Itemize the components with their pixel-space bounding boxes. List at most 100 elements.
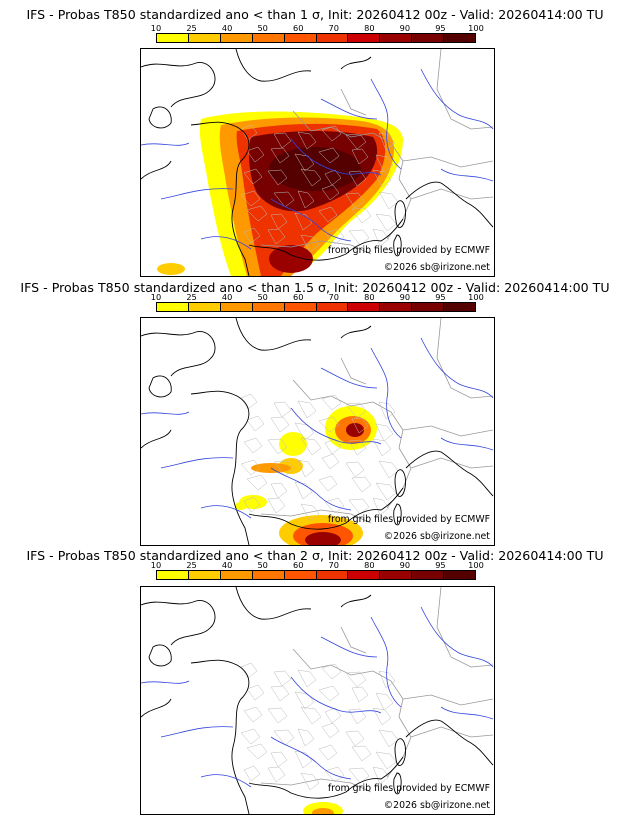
admin-boundary xyxy=(375,751,397,770)
admin-boundary xyxy=(300,503,320,522)
map-drawing xyxy=(141,49,494,276)
admin-boundary xyxy=(297,728,315,747)
colorbar-swatch xyxy=(252,571,285,579)
colorbar-swatch xyxy=(380,34,413,42)
admin-boundary xyxy=(351,148,369,165)
colorbar-swatch xyxy=(348,303,381,311)
admin-boundary xyxy=(294,422,315,441)
colorbar-swatch xyxy=(157,571,189,579)
admin-boundary xyxy=(321,184,340,201)
admin-boundary xyxy=(297,190,315,209)
admin-boundary xyxy=(240,393,258,410)
colorbar-label: 10 xyxy=(150,560,162,570)
border-line xyxy=(292,110,404,180)
ecmwf-credit: from grib files provided by ECMWF xyxy=(327,783,490,794)
colorbar-swatch xyxy=(380,303,413,311)
river-line xyxy=(370,78,402,170)
admin-boundary xyxy=(297,669,317,688)
admin-boundary xyxy=(318,475,338,492)
colorbar-label: 25 xyxy=(186,560,197,570)
admin-boundary xyxy=(321,453,340,470)
coastline xyxy=(235,318,312,351)
admin-boundary xyxy=(240,728,261,745)
admin-boundary xyxy=(351,686,369,703)
admin-boundary xyxy=(243,706,263,723)
border-line xyxy=(436,49,494,130)
river-line xyxy=(290,676,382,714)
colorbar-label: 50 xyxy=(257,23,268,33)
river-line xyxy=(290,407,382,445)
border-line xyxy=(260,509,372,524)
coastline xyxy=(141,429,172,449)
admin-boundary xyxy=(270,482,288,499)
admin-boundary xyxy=(243,496,261,513)
colorbar-swatch xyxy=(284,571,317,579)
probability-area xyxy=(321,251,353,267)
border-line xyxy=(402,156,494,168)
admin-boundary xyxy=(243,437,263,454)
island-outline xyxy=(393,503,402,526)
admin-boundary xyxy=(351,476,372,493)
colorbar-labels: 10 25 40 50 60 70 80 90 95 100 xyxy=(151,23,484,33)
admin-boundary xyxy=(273,191,295,208)
probability-area xyxy=(269,245,313,273)
border-line xyxy=(436,318,494,399)
colorbar-swatch xyxy=(220,303,253,311)
river-line xyxy=(200,774,252,788)
admin-boundary xyxy=(267,766,286,783)
border-line xyxy=(410,188,494,200)
admin-boundary xyxy=(294,481,313,500)
admin-boundary xyxy=(270,213,288,230)
admin-boundary xyxy=(267,438,288,455)
admin-boundary xyxy=(348,439,367,456)
colorbar-swatch xyxy=(220,34,253,42)
colorbar-swatch xyxy=(412,303,445,311)
admin-boundary xyxy=(324,169,342,186)
border-line xyxy=(386,447,412,509)
probability-area xyxy=(235,502,247,510)
admin-boundary xyxy=(324,766,345,783)
coastline xyxy=(190,390,250,545)
panel3-colorbar: 10 25 40 50 60 70 80 90 95 100 xyxy=(151,560,484,581)
admin-boundary xyxy=(345,192,365,209)
admin-boundary xyxy=(270,147,290,164)
border-line xyxy=(402,425,494,437)
colorbar-label: 50 xyxy=(257,560,268,570)
admin-boundary xyxy=(375,423,394,442)
coastline xyxy=(141,600,216,646)
island-outline xyxy=(393,772,402,795)
coastline xyxy=(141,331,216,377)
admin-boundary xyxy=(240,662,258,679)
probability-area xyxy=(279,432,307,456)
river-line xyxy=(270,467,352,511)
border-line xyxy=(386,716,412,778)
admin-boundary xyxy=(318,685,340,702)
admin-boundary xyxy=(270,416,290,433)
admin-boundary xyxy=(294,691,315,710)
admin-boundary xyxy=(345,461,365,478)
admin-boundary xyxy=(318,744,338,761)
admin-boundary xyxy=(246,205,268,222)
coastline xyxy=(141,160,172,180)
colorbar-label: 60 xyxy=(293,292,304,302)
river-line xyxy=(160,188,234,200)
admin-boundary xyxy=(345,402,367,419)
border-line xyxy=(292,379,404,449)
admin-boundary xyxy=(270,751,288,768)
admin-boundary xyxy=(348,708,367,725)
admin-boundary xyxy=(348,170,367,187)
colorbar-swatch xyxy=(348,571,381,579)
colorbar-swatch xyxy=(188,571,221,579)
admin-boundary xyxy=(324,497,345,514)
admin-boundary xyxy=(243,168,263,185)
colorbar-swatch xyxy=(316,34,349,42)
coastline xyxy=(405,181,494,228)
admin-boundary xyxy=(372,169,392,188)
colorbar-label: 60 xyxy=(293,560,304,570)
colorbar-swatch xyxy=(380,571,413,579)
panel2-map: from grib files provided by ECMWF ©2026 … xyxy=(140,317,495,546)
admin-boundary xyxy=(243,227,261,244)
colorbar-label: 80 xyxy=(364,23,375,33)
admin-boundary xyxy=(270,685,290,702)
colorbar-swatch xyxy=(157,34,189,42)
